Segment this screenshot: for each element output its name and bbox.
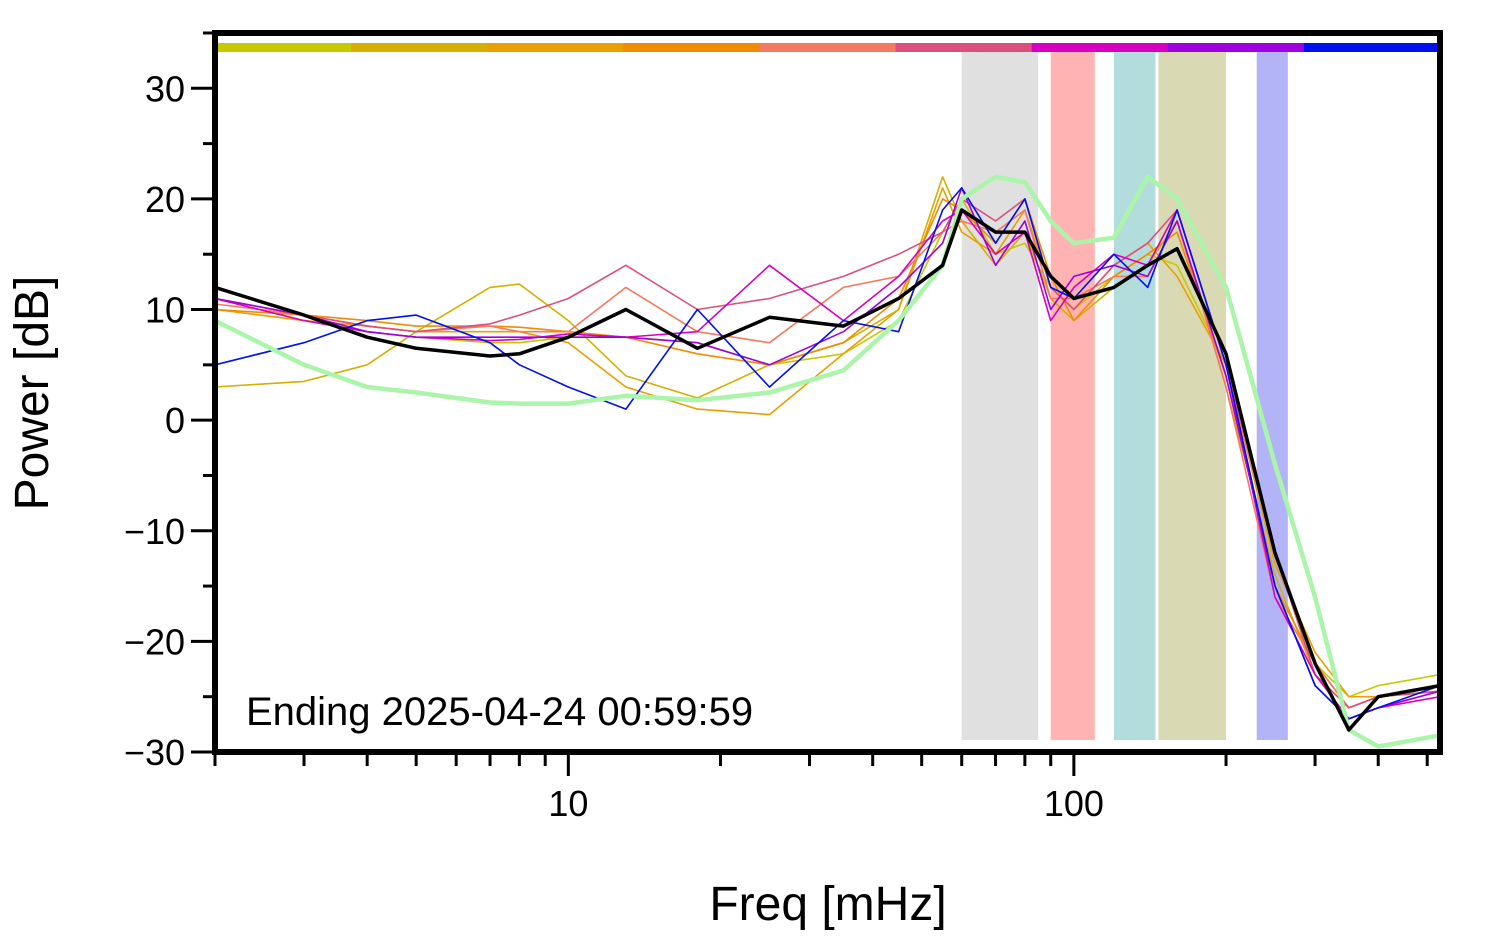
color-strip-segment bbox=[1031, 43, 1169, 52]
x-tick-label: 10 bbox=[548, 783, 588, 824]
series-line bbox=[215, 209, 1440, 720]
series-line bbox=[215, 174, 1440, 749]
y-tick-label: 30 bbox=[145, 68, 185, 109]
series-line bbox=[215, 198, 1440, 709]
color-strip-segment bbox=[1303, 43, 1441, 52]
plot-frame bbox=[212, 30, 1443, 755]
color-strip-segment bbox=[895, 43, 1033, 52]
series-line bbox=[215, 198, 1440, 698]
color-strip-segment bbox=[1167, 43, 1305, 52]
y-tick-label: 0 bbox=[165, 400, 185, 441]
frequency-band bbox=[1158, 52, 1227, 740]
y-axis-label: Power [dB] bbox=[6, 276, 59, 511]
annotation: Ending 2025-04-24 00:59:59 bbox=[246, 690, 753, 734]
y-tick-label: −20 bbox=[124, 621, 185, 662]
series-line bbox=[215, 198, 1440, 709]
x-tick-label: 100 bbox=[1044, 783, 1104, 824]
frequency-band bbox=[961, 52, 1039, 740]
y-tick-label: 20 bbox=[145, 179, 185, 220]
x-axis-label: Freq [mHz] bbox=[709, 878, 946, 931]
color-strip-segment bbox=[215, 43, 352, 52]
color-strip-segment bbox=[487, 43, 624, 52]
frequency-band bbox=[1256, 52, 1288, 740]
series-line bbox=[215, 187, 1440, 720]
series-line bbox=[215, 208, 1440, 732]
frequency-band bbox=[1050, 52, 1095, 740]
color-strip-segment bbox=[759, 43, 897, 52]
series-line bbox=[215, 187, 1440, 698]
y-tick-label: −30 bbox=[124, 732, 185, 773]
series-line bbox=[215, 209, 1440, 709]
color-strip-segment bbox=[623, 43, 760, 52]
frequency-band bbox=[1113, 52, 1156, 740]
color-strip-segment bbox=[351, 43, 488, 52]
y-tick-label: 10 bbox=[145, 290, 185, 331]
series-line bbox=[215, 176, 1440, 709]
y-tick-label: −10 bbox=[124, 511, 185, 552]
series-line bbox=[215, 187, 1440, 720]
